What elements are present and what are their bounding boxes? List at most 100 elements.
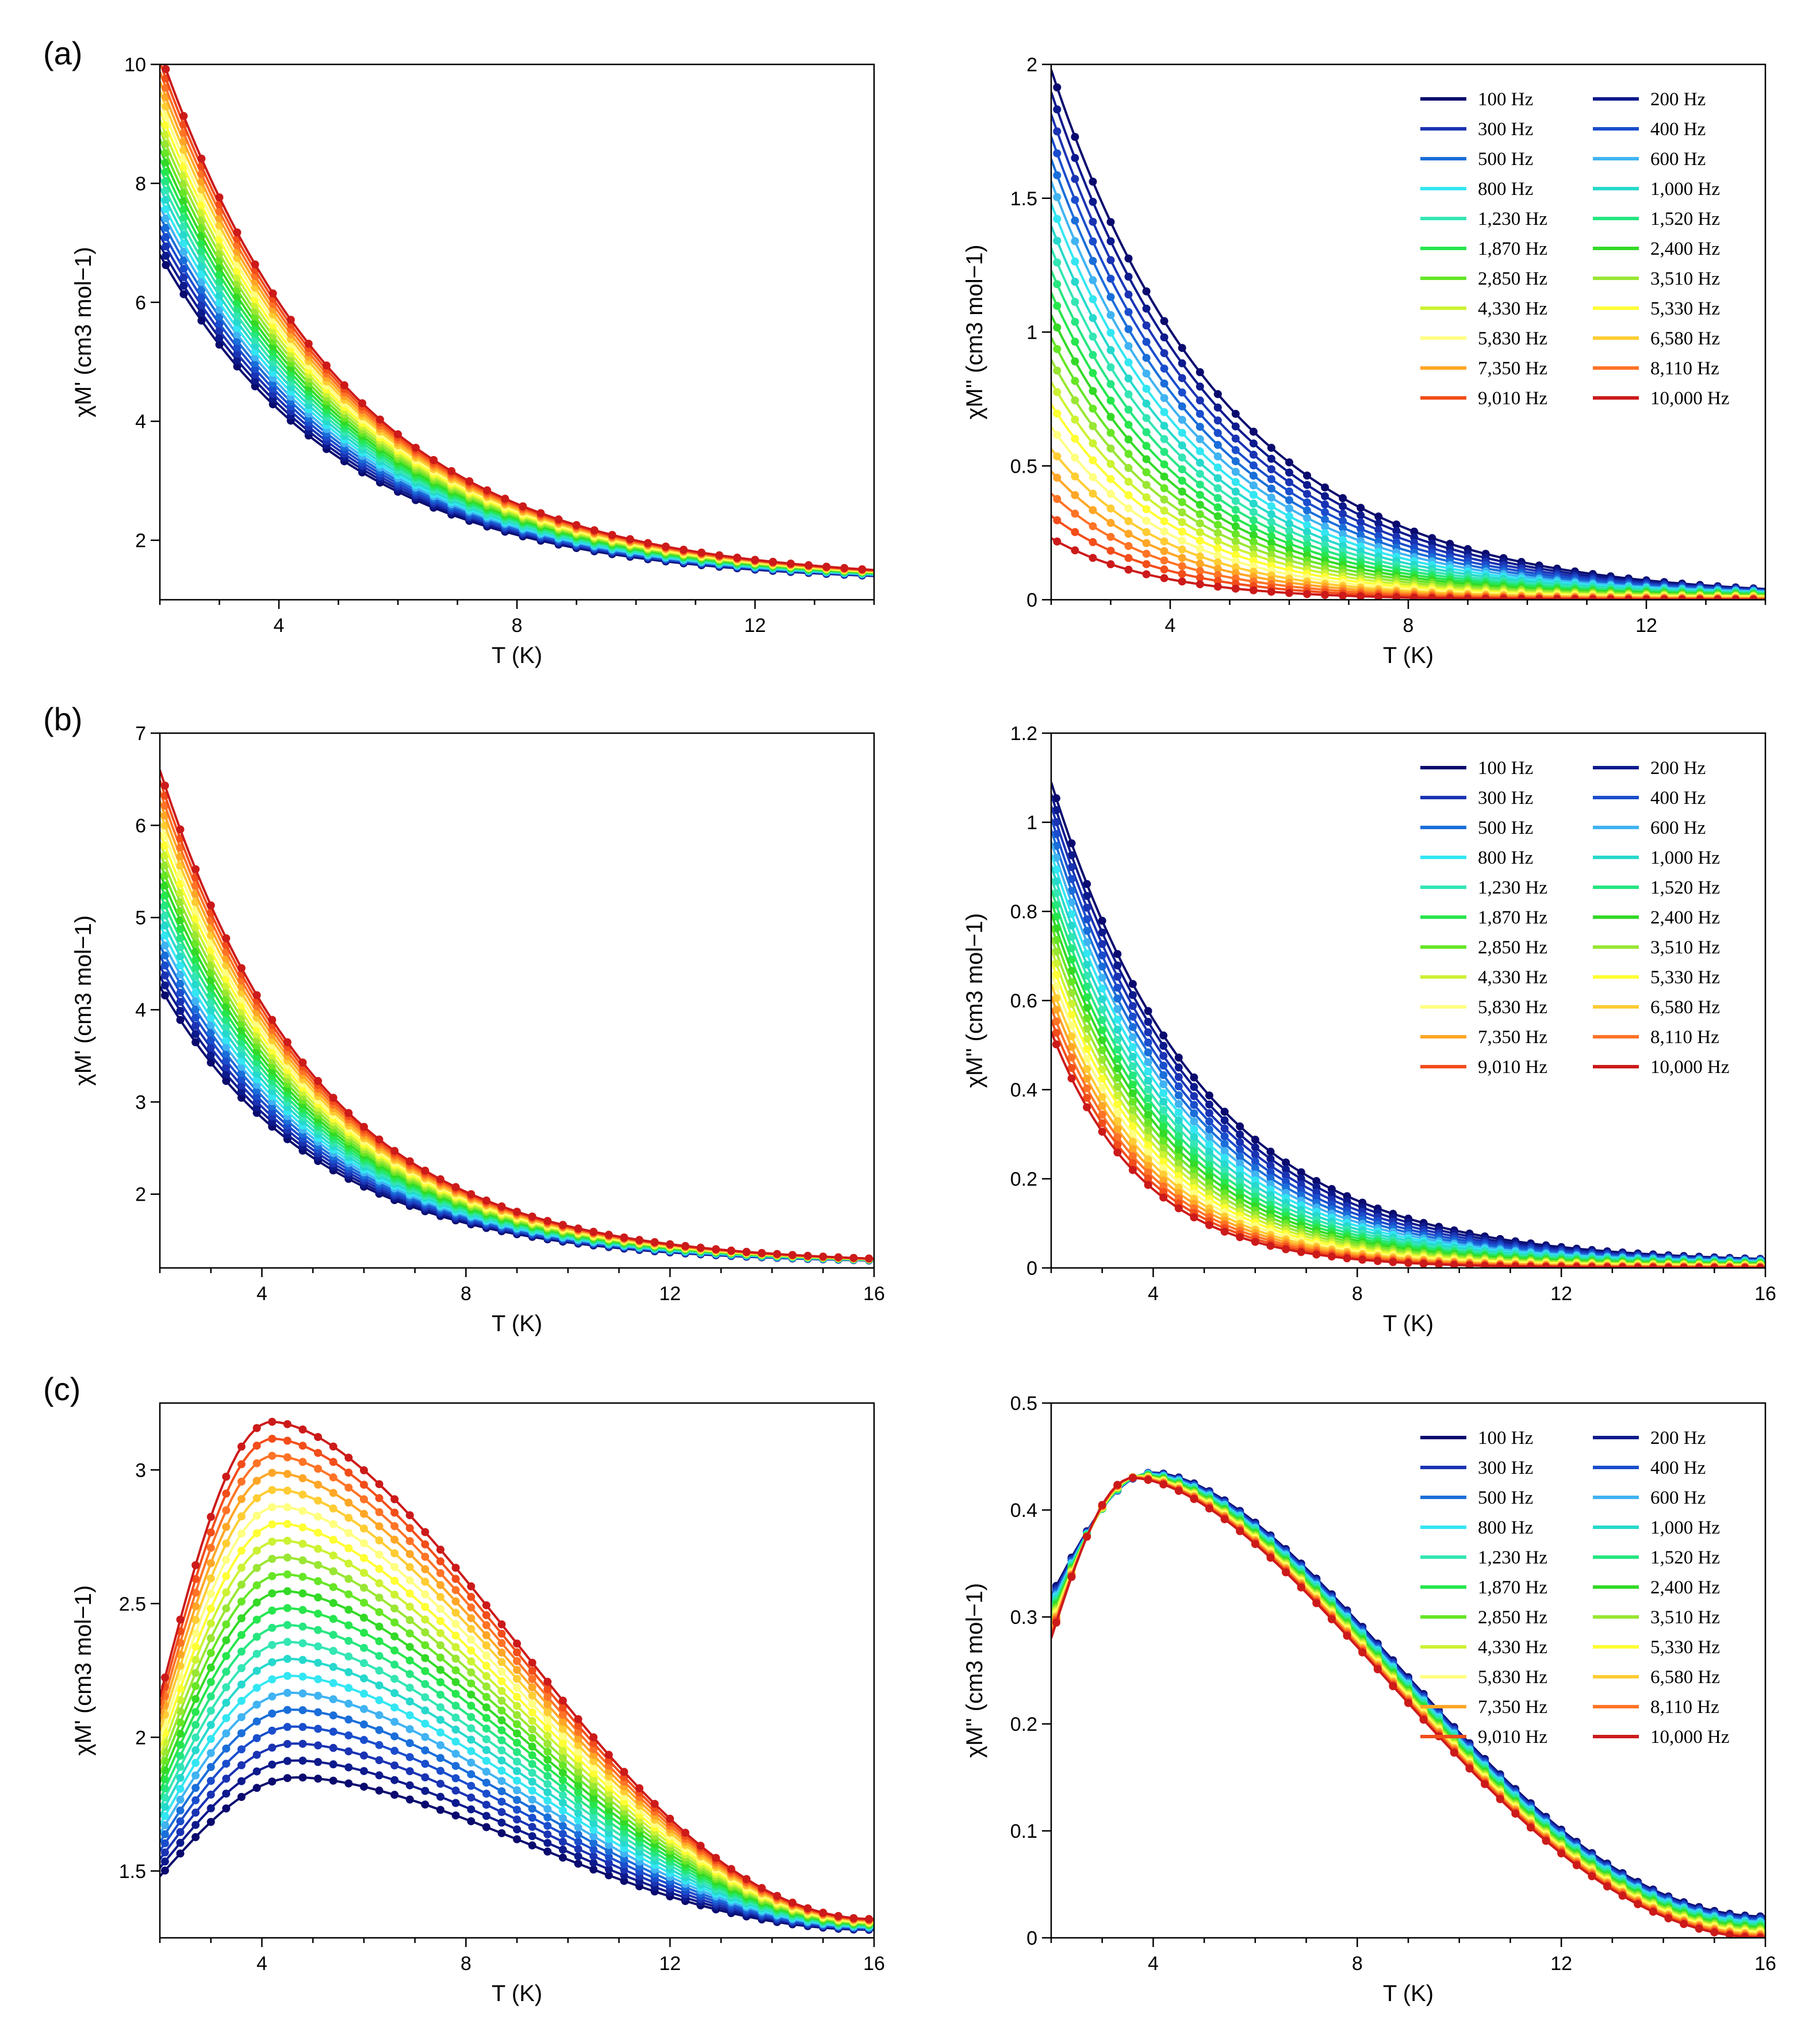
data-point [405, 1711, 414, 1719]
data-point [1113, 1074, 1122, 1082]
data-point [589, 1781, 598, 1789]
data-point [497, 1798, 506, 1806]
data-point [329, 1760, 338, 1769]
data-point [513, 1796, 521, 1804]
data-point [375, 1711, 384, 1719]
data-point [1128, 1062, 1137, 1071]
data-point [191, 1038, 200, 1047]
data-point [1128, 1033, 1137, 1041]
data-point [1053, 301, 1062, 310]
data-point [451, 1678, 460, 1687]
data-point [1083, 1094, 1091, 1102]
data-point [1178, 518, 1186, 526]
data-point [604, 1800, 613, 1808]
data-point [215, 312, 224, 321]
data-point [375, 1579, 384, 1588]
data-point [1374, 592, 1383, 600]
data-point [528, 1832, 537, 1841]
data-point [1159, 1137, 1168, 1145]
data-point [421, 1800, 430, 1809]
data-point [1144, 1018, 1152, 1026]
data-point [1053, 193, 1062, 201]
data-point [501, 495, 509, 503]
data-point [298, 1605, 307, 1614]
data-point [375, 1666, 384, 1675]
data-point [1339, 591, 1347, 600]
data-point [252, 1784, 261, 1792]
data-point [1113, 961, 1122, 969]
legend-label-5: 600 Hz [1650, 149, 1706, 170]
data-point [1231, 505, 1240, 514]
data-point [176, 952, 185, 961]
data-point [1205, 1160, 1213, 1169]
data-point [1083, 1084, 1091, 1093]
data-point [1190, 1167, 1198, 1175]
data-point [1327, 1252, 1336, 1261]
data-point [635, 1236, 643, 1244]
data-point [1174, 1159, 1183, 1168]
data-point [222, 1683, 231, 1692]
data-point [1142, 442, 1151, 450]
data-point [176, 934, 185, 942]
data-point [1285, 458, 1293, 467]
data-point [1213, 390, 1222, 398]
data-point [482, 1800, 491, 1809]
data-point [1251, 1143, 1259, 1152]
data-point [1205, 1167, 1213, 1175]
data-point [589, 1826, 598, 1834]
data-point [1113, 1100, 1122, 1109]
data-point [176, 988, 185, 997]
data-point [252, 1581, 261, 1589]
data-point [589, 1845, 598, 1854]
data-point [1098, 1093, 1106, 1101]
data-point [1160, 517, 1168, 526]
data-point [1190, 1140, 1198, 1149]
data-point [1124, 390, 1133, 398]
data-point [1052, 982, 1060, 991]
data-point [1159, 1182, 1168, 1191]
data-point [344, 1652, 353, 1661]
data-point [1196, 566, 1204, 575]
x-tick-label: 4 [274, 615, 285, 637]
data-point [1106, 519, 1115, 527]
legend-label-2: 300 Hz [1478, 788, 1533, 808]
data-point [513, 1748, 521, 1757]
data-point [176, 961, 185, 970]
data-point [436, 1678, 445, 1687]
data-point [1174, 1166, 1183, 1174]
data-point [1053, 214, 1062, 223]
data-point [1190, 1133, 1198, 1141]
data-point [430, 456, 438, 464]
data-point [1071, 196, 1079, 204]
data-point [1312, 1250, 1321, 1259]
data-point [162, 177, 170, 185]
data-point [696, 1243, 705, 1252]
data-point [359, 1628, 368, 1637]
data-point [574, 1830, 583, 1839]
data-point [1053, 366, 1062, 375]
data-point [1083, 949, 1091, 958]
data-point [1128, 1002, 1137, 1010]
data-point [314, 1775, 322, 1783]
data-point [206, 1735, 215, 1743]
series-points-15 [1053, 409, 1758, 600]
data-point [421, 1680, 430, 1688]
data-point [1213, 528, 1222, 537]
data-point [482, 1724, 491, 1733]
data-point [1089, 198, 1097, 206]
data-point [1124, 420, 1133, 429]
data-point [1174, 1082, 1183, 1091]
data-point [543, 1747, 552, 1756]
legend-label-3: 400 Hz [1650, 788, 1706, 808]
series-points-17 [160, 821, 873, 1263]
data-point [1053, 83, 1062, 91]
data-point [1339, 536, 1347, 545]
data-point [528, 1734, 537, 1742]
data-point [1303, 498, 1311, 507]
data-point [405, 1795, 414, 1804]
data-point [1083, 1074, 1091, 1083]
data-point [1267, 465, 1275, 473]
data-point [237, 964, 246, 972]
data-point [344, 1779, 353, 1788]
